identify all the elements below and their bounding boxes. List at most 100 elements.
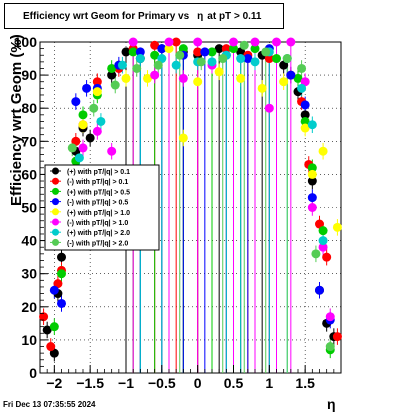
x-tick-label: 0 [194, 375, 202, 391]
data-point [193, 47, 203, 57]
data-point [236, 73, 246, 83]
data-point [42, 325, 52, 335]
legend-swatch-marker [52, 187, 59, 195]
title-suffix: at pT > 0.11 [207, 11, 262, 22]
data-point [85, 133, 95, 143]
y-tick-label: 60 [21, 166, 37, 182]
legend: (+) with pT/|q| > 0.1 (-) with pT/|q| > 0… [44, 164, 160, 251]
data-point [89, 103, 99, 113]
data-point [49, 322, 59, 332]
data-point [307, 169, 317, 179]
data-point [164, 37, 174, 47]
data-point [193, 77, 203, 87]
y-axis-label: Efficiency wrt Geom (%) [8, 34, 25, 206]
data-point [67, 143, 77, 153]
data-point [322, 252, 332, 262]
data-points [39, 37, 342, 358]
data-point [164, 44, 174, 54]
data-point [150, 50, 160, 60]
data-point [229, 44, 238, 54]
data-point [57, 298, 66, 308]
data-point [297, 83, 307, 93]
data-point [214, 67, 224, 77]
timestamp: Fri Dec 13 07:35:55 2024 [3, 400, 96, 409]
data-point [107, 146, 117, 156]
data-point [110, 80, 120, 90]
data-point [39, 312, 49, 322]
data-point [300, 116, 310, 126]
data-point [239, 40, 249, 50]
data-point [135, 54, 145, 64]
y-tick-label: 0 [29, 365, 37, 381]
data-point [207, 57, 217, 67]
data-point [229, 37, 238, 47]
data-point [307, 176, 317, 186]
data-point [311, 249, 321, 259]
data-point [307, 163, 317, 173]
legend-swatch-marker [52, 238, 59, 246]
x-tick-label: −1 [118, 375, 134, 391]
data-point [243, 54, 253, 64]
y-tick-label: 40 [21, 233, 37, 249]
data-point [272, 37, 281, 47]
data-point [300, 77, 310, 87]
x-tick-label: −0.5 [148, 375, 176, 391]
data-point [49, 348, 59, 358]
data-point [264, 103, 274, 113]
chart-title: Efficiency wrt Geom for Primary vs η at pT… [4, 3, 284, 29]
data-point [318, 242, 328, 252]
data-point [150, 40, 160, 50]
data-point [107, 70, 117, 80]
data-point [128, 47, 138, 57]
legend-swatch-marker [52, 218, 59, 226]
legend-swatch-marker [52, 198, 59, 206]
data-point [300, 123, 310, 133]
data-point [178, 73, 188, 83]
data-point [315, 219, 324, 229]
data-point [300, 100, 310, 110]
legend-box [44, 164, 160, 251]
legend-label: (-) with pT/|q| > 0.1 [67, 179, 128, 186]
legend-label: (+) with pT/|q| > 0.5 [67, 189, 130, 196]
data-point [78, 120, 88, 130]
data-point [153, 60, 163, 70]
data-point [92, 87, 102, 97]
data-point [293, 73, 303, 83]
data-point [264, 54, 274, 64]
x-tick-label: 0.5 [224, 375, 244, 391]
legend-label: (+) with pT/|q| > 0.1 [67, 169, 130, 176]
data-point [261, 47, 271, 57]
data-point [46, 342, 56, 352]
data-point [57, 252, 66, 262]
data-point [107, 63, 117, 73]
legend-swatch-marker [52, 167, 59, 175]
data-point [318, 236, 328, 246]
data-point [307, 193, 317, 203]
data-point [282, 54, 292, 64]
y-tick-label: 100 [14, 34, 38, 50]
y-tick-label: 90 [21, 67, 37, 83]
data-point [74, 153, 84, 163]
y-tick-label: 70 [21, 133, 37, 149]
title-prefix: Efficiency wrt Geom for Primary vs [23, 11, 190, 22]
data-point [300, 110, 310, 120]
y-tick-label: 10 [21, 332, 37, 348]
data-point [250, 37, 260, 47]
data-point [178, 44, 188, 54]
data-point [218, 54, 228, 64]
data-point [196, 57, 206, 67]
data-point [132, 63, 142, 73]
data-point [286, 37, 296, 47]
data-point [250, 57, 260, 67]
y-tick-label: 80 [21, 100, 37, 116]
data-point [121, 47, 131, 57]
legend-label: (+) with pT/|q| > 2.0 [67, 230, 130, 237]
data-point [200, 47, 210, 57]
data-point [157, 54, 167, 64]
data-point [318, 146, 328, 156]
data-point [175, 50, 185, 60]
data-point [332, 222, 342, 232]
data-point [53, 279, 63, 289]
title-eta-symbol: η [197, 11, 204, 22]
